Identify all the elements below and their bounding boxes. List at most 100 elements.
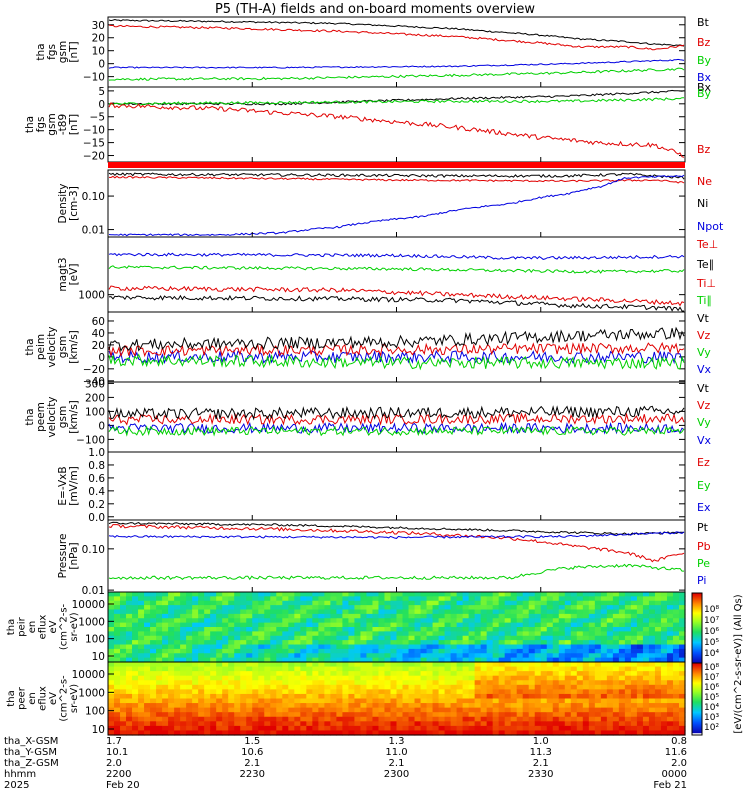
spectrogram-cell <box>480 657 488 663</box>
spectrogram-cell <box>276 631 283 637</box>
spectrogram-cell <box>402 644 410 650</box>
spectrogram-cell <box>312 605 319 611</box>
spectrogram-cell <box>588 693 596 700</box>
spectrogram-cell <box>312 613 319 619</box>
spectrogram-cell <box>666 631 674 637</box>
colorbar-cell <box>692 650 702 652</box>
spectrogram-cell <box>450 609 458 615</box>
colorbar-cell <box>692 715 702 717</box>
spectrogram-cell <box>384 698 392 704</box>
colorbar-cell <box>692 710 702 712</box>
spectrogram-cell <box>168 596 175 602</box>
spectrogram-cell <box>450 640 458 646</box>
spectrogram-cell <box>450 653 458 659</box>
spectrogram-cell <box>552 648 560 654</box>
spectrogram-cell <box>456 730 464 736</box>
spectrogram-cell <box>384 596 392 602</box>
spectrogram-cell <box>228 627 235 632</box>
spectrogram-cell <box>546 657 554 663</box>
spectrogram-cell <box>168 707 175 713</box>
spectrogram-cell <box>108 716 115 722</box>
spectrogram-cell <box>348 730 356 736</box>
spectrogram-cell <box>342 657 350 663</box>
spectrogram-cell <box>312 680 319 686</box>
spectrogram-cell <box>588 627 596 632</box>
spectrogram-cell <box>126 627 133 632</box>
spectrogram-cell <box>318 644 325 650</box>
spectrogram-cell <box>300 644 307 650</box>
spectrogram-cell <box>216 721 223 727</box>
spectrogram-cell <box>618 689 626 695</box>
spectrogram-cell <box>558 680 566 686</box>
legend-efield-1: Ey <box>697 479 711 492</box>
spectrogram-cell <box>414 707 422 713</box>
spectrogram-cell <box>474 730 482 736</box>
colorbar-cell <box>692 701 702 703</box>
spectrogram-cell <box>198 689 205 695</box>
spectrogram-cell <box>588 644 596 650</box>
spectrogram-cell <box>204 662 211 668</box>
spectrogram-cell <box>564 689 572 695</box>
spectrogram-cell <box>576 703 584 709</box>
spectrogram-cell <box>546 662 554 668</box>
spectrogram-cell <box>132 684 139 690</box>
spectrogram-cell <box>396 596 404 602</box>
spectrogram-cell <box>420 693 428 700</box>
spectrogram-cell <box>276 644 283 650</box>
spectrogram-cell <box>528 716 536 722</box>
spectrogram-cell <box>510 635 518 641</box>
spectrogram-cell <box>474 627 482 632</box>
spectrogram-cell <box>504 605 512 611</box>
spectrogram-cell <box>636 666 644 672</box>
spectrogram-cell <box>528 631 536 637</box>
spectrogram-cell <box>120 666 127 672</box>
spectrogram-cell <box>606 600 614 606</box>
spectrogram-cell <box>336 657 344 663</box>
spectrogram-cell <box>648 613 656 619</box>
spectrogram-cell <box>168 640 175 646</box>
spectrogram-cell <box>612 609 620 615</box>
spectrogram-cell <box>432 707 440 713</box>
spectrogram-cell <box>678 721 686 727</box>
spectrogram-cell <box>384 653 392 659</box>
spectrogram-cell <box>396 680 404 686</box>
spectrogram-cell <box>270 703 277 709</box>
spectrogram-cell <box>282 596 289 602</box>
spectrogram-cell <box>186 613 193 619</box>
spectrogram-cell <box>198 640 205 646</box>
colorbar-cell <box>692 641 702 643</box>
spectrogram-cell <box>390 627 398 632</box>
spectrogram-cell <box>624 675 632 681</box>
spectrogram-cell <box>552 622 560 628</box>
spectrogram-cell <box>228 592 235 597</box>
spectrogram-cell <box>492 721 500 727</box>
spectrogram-cell <box>366 627 374 632</box>
spectrogram-cell <box>570 644 578 650</box>
spectrogram-cell <box>624 618 632 624</box>
spectrogram-cell <box>156 671 163 677</box>
spectrogram-cell <box>246 675 253 681</box>
spectrogram-cell <box>492 693 500 700</box>
spectrogram-cell <box>150 640 157 646</box>
spectrogram-cell <box>546 618 554 624</box>
spectrogram-cell <box>420 622 428 628</box>
spectrogram-cell <box>612 725 620 732</box>
series-Ti⊥-line <box>108 285 685 307</box>
colorbar-cell <box>692 673 702 675</box>
spectrogram-cell <box>372 622 380 628</box>
spectrogram-cell <box>624 622 632 628</box>
spectrogram-cell <box>246 622 253 628</box>
spectrogram-cell <box>426 627 434 632</box>
spectrogram-cell <box>384 693 392 700</box>
spectrogram-cell <box>510 671 518 677</box>
spectrogram-cell <box>570 622 578 628</box>
spectrogram-cell <box>204 653 211 659</box>
spectrogram-cell <box>192 693 199 700</box>
y-axis-label-line: [nPa] <box>68 542 80 569</box>
spectrogram-cell <box>636 618 644 624</box>
panel-frame <box>107 519 686 593</box>
spectrogram-cell <box>372 609 380 615</box>
spectrogram-cell <box>156 618 163 624</box>
spectrogram-cell <box>258 635 265 641</box>
colorbar-cell <box>692 639 702 641</box>
